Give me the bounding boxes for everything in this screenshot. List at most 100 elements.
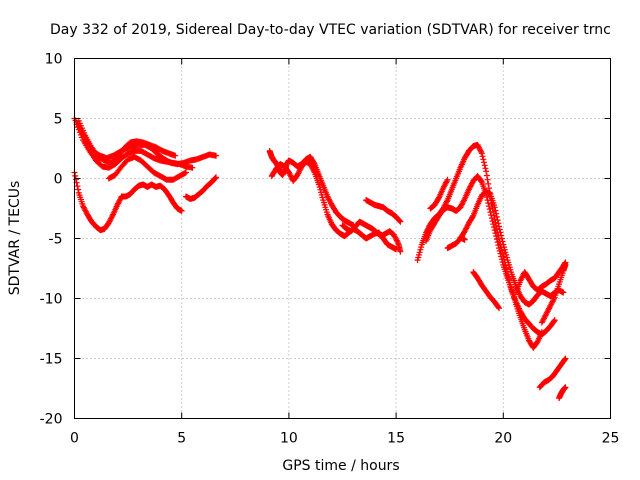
data-point	[493, 233, 500, 240]
data-point	[397, 248, 404, 255]
data-point	[551, 317, 558, 324]
chart-title: Day 332 of 2019, Sidereal Day-to-day VTE…	[50, 22, 611, 38]
data-point	[480, 156, 487, 163]
data-point	[498, 253, 505, 260]
data-point	[496, 223, 503, 230]
y-tick-label: -20	[40, 412, 63, 428]
data-point	[499, 238, 506, 245]
data-point	[491, 227, 498, 234]
series-t20	[556, 384, 569, 402]
data-point	[495, 242, 502, 249]
data-point	[396, 217, 403, 224]
data-point	[496, 247, 503, 254]
data-point	[493, 210, 500, 217]
data-point	[483, 172, 490, 179]
data-point	[481, 162, 488, 169]
series-t16	[470, 269, 503, 312]
data-point	[494, 217, 501, 224]
data-point	[182, 169, 189, 176]
data-point	[497, 229, 504, 236]
data-point	[486, 203, 493, 210]
x-tick-label: 10	[280, 431, 298, 447]
x-tick-label: 15	[387, 431, 405, 447]
data-point	[494, 239, 501, 246]
data-point	[488, 215, 495, 222]
series-t13	[444, 188, 567, 308]
series-t6	[71, 169, 185, 234]
data-point	[495, 304, 502, 311]
data-point	[496, 245, 503, 252]
data-point	[461, 236, 468, 243]
series-t5	[182, 174, 220, 202]
data-point	[488, 212, 495, 219]
data-point	[489, 218, 496, 225]
series-t3	[75, 117, 179, 166]
data-point	[482, 165, 489, 172]
data-point	[560, 289, 567, 296]
y-tick-label: 5	[54, 112, 63, 128]
data-point	[492, 230, 499, 237]
data-point	[497, 250, 504, 257]
data-point	[444, 176, 451, 183]
series-t15	[457, 234, 468, 243]
series-t17	[513, 259, 569, 296]
x-tick-label: 20	[494, 431, 512, 447]
series-t2	[73, 121, 196, 171]
data-point	[483, 168, 490, 175]
data-point	[561, 356, 568, 363]
series-t19	[536, 355, 569, 391]
data-point	[492, 207, 499, 214]
data-point	[479, 153, 486, 160]
data-point	[499, 259, 506, 266]
data-point	[189, 164, 196, 171]
series-t9	[339, 218, 404, 255]
data-point	[74, 183, 81, 190]
data-point	[498, 232, 505, 239]
y-tick-label: 0	[54, 172, 63, 188]
x-tick-label: 25	[602, 431, 620, 447]
series-t14	[427, 176, 451, 212]
grid	[74, 58, 611, 419]
series-t7	[266, 147, 357, 229]
series-t8	[268, 158, 400, 253]
axis-ticks: 0 5 10 15 20 25 -20 -15 -10 -5 0 5 10	[40, 52, 620, 447]
data-point	[72, 176, 79, 183]
series-t10	[363, 197, 404, 225]
data-points	[71, 115, 569, 402]
data-point	[498, 256, 505, 263]
data-point	[478, 150, 485, 157]
data-point	[490, 221, 497, 228]
data-point	[491, 204, 498, 211]
y-tick-label: 10	[45, 52, 63, 68]
series-t12	[423, 173, 558, 338]
data-point	[397, 218, 404, 225]
y-tick-label: -10	[40, 292, 63, 308]
data-point	[178, 207, 185, 214]
data-point	[495, 220, 502, 227]
data-point	[498, 235, 505, 242]
y-tick-label: -15	[40, 352, 63, 368]
data-point	[486, 185, 493, 192]
x-tick-label: 0	[70, 431, 79, 447]
y-axis-label: SDTVAR / TECUs	[7, 181, 23, 296]
data-point	[75, 186, 82, 193]
series-t4	[105, 153, 189, 183]
data-point	[493, 236, 500, 243]
data-point	[72, 172, 79, 179]
data-point	[481, 159, 488, 166]
data-point	[551, 318, 558, 325]
x-axis-label: GPS time / hours	[282, 458, 399, 474]
data-point	[493, 213, 500, 220]
data-point	[487, 209, 494, 216]
data-point	[496, 226, 503, 233]
data-point	[485, 180, 492, 187]
data-point	[172, 152, 179, 159]
data-point	[484, 176, 491, 183]
series-t18	[538, 261, 569, 326]
data-point	[491, 224, 498, 231]
data-point	[562, 384, 569, 391]
x-tick-label: 5	[177, 431, 186, 447]
data-point	[212, 175, 219, 182]
data-point	[485, 200, 492, 207]
